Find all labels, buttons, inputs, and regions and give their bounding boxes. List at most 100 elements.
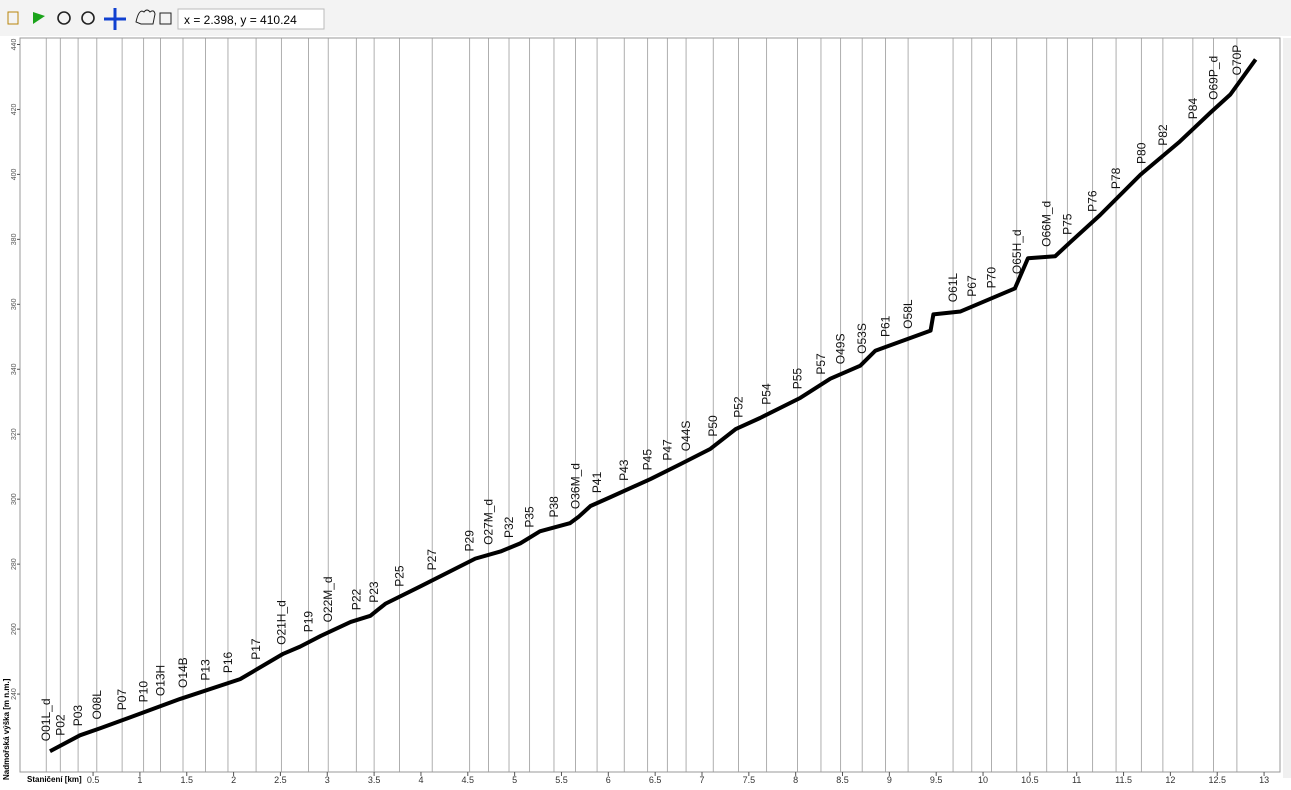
tool-zoom-in[interactable] (57, 11, 71, 25)
station-label: P67 (965, 275, 979, 297)
station-label: P03 (71, 705, 85, 727)
station-label: P55 (791, 368, 805, 390)
x-tick-label: 11.5 (1115, 775, 1132, 785)
x-tick-label: 1 (137, 775, 142, 785)
station-label: P32 (502, 516, 516, 538)
x-tick-label: 8 (793, 775, 798, 785)
station-label: P45 (641, 449, 655, 471)
scrollbar[interactable] (1283, 38, 1291, 778)
station-label: O14B (176, 657, 190, 688)
x-axis-label: Staničení [km] (27, 775, 82, 784)
station-label: P07 (115, 689, 129, 711)
x-tick-label: 4.5 (462, 775, 475, 785)
station-label: P52 (732, 396, 746, 418)
station-label: P82 (1156, 124, 1170, 146)
y-tick-label: 240 (11, 688, 18, 700)
profile-line (49, 58, 1258, 753)
station-label: O49S (834, 334, 848, 365)
x-tick-label: 5 (512, 775, 517, 785)
plot: 0.5 1 1.5 2 2.5 3 3.5 4 4.5 5 5.5 6 6.5 7 7.5 8 8.5 9 9.5 1… (11, 38, 1269, 785)
x-tick-label: 10 (978, 775, 988, 785)
station-label: P16 (221, 651, 235, 673)
station-label: O01L_d (39, 699, 53, 742)
station-label: O27M_d (481, 499, 495, 545)
x-tick-label: 12 (1165, 775, 1175, 785)
tool-hand[interactable] (135, 9, 156, 25)
station-label: P78 (1109, 167, 1123, 189)
station-label: P10 (137, 681, 151, 703)
station-label: O22M_d (321, 576, 335, 622)
station-label: O36M_d (569, 463, 583, 509)
x-tick-label: 0.5 (87, 775, 100, 785)
tool-pan[interactable] (104, 8, 126, 30)
station-label: P02 (53, 714, 67, 736)
x-tick-label: 5.5 (555, 775, 568, 785)
y-axis-label: Nadmořská výška [m n.m.] (2, 678, 11, 780)
x-tick-label: 2.5 (274, 775, 287, 785)
x-tick-label: 9.5 (930, 775, 943, 785)
tool-zoom-out[interactable] (81, 11, 95, 25)
y-tick-label: 260 (11, 623, 18, 635)
x-tick-label: 6 (606, 775, 611, 785)
station-label: P47 (660, 439, 674, 461)
plot-area (19, 37, 1281, 773)
tool-flag[interactable] (33, 12, 45, 24)
x-tick-label: 3.5 (368, 775, 381, 785)
x-tick-label: 4 (418, 775, 423, 785)
station-label: P50 (706, 415, 720, 437)
station-label: P22 (349, 589, 363, 611)
station-label: P19 (302, 611, 316, 633)
station-label: O66M_d (1040, 201, 1054, 247)
station-label: O13H (154, 665, 168, 696)
coordinates: x = 2.398, y = 410.24 (184, 13, 297, 27)
station-label: P76 (1086, 190, 1100, 212)
station-label: P70 (984, 267, 998, 289)
station-label: P17 (249, 638, 263, 660)
station-label: O70P (1230, 45, 1244, 76)
station-label: O44S (679, 421, 693, 452)
y-tick-label: 340 (11, 363, 18, 375)
y-tick-label: 320 (11, 428, 18, 440)
station-label: P84 (1186, 98, 1200, 120)
station-label: P29 (463, 530, 477, 552)
station-label: P41 (590, 471, 604, 493)
station-label: O65H_d (1010, 229, 1024, 274)
y-tick-label: 380 (11, 233, 18, 245)
station-label: P54 (760, 383, 774, 405)
station-label: O58L (901, 299, 915, 329)
station-label: O53S (855, 323, 869, 354)
x-tick-label: 11 (1072, 775, 1081, 785)
x-tick-label: 2 (231, 775, 236, 785)
x-tick-label: 7.5 (743, 775, 756, 785)
station-label: O61L (946, 273, 960, 303)
y-tick-label: 360 (11, 298, 18, 310)
x-tick-label: 13 (1259, 775, 1269, 785)
x-tick-label: 9 (887, 775, 892, 785)
station-label: P27 (425, 549, 439, 571)
station-label: P57 (814, 353, 828, 375)
y-tick-label: 280 (11, 558, 18, 570)
x-tick-label: 3 (325, 775, 330, 785)
x-tick-label: 10.5 (1021, 775, 1039, 785)
station-label: P23 (367, 581, 381, 603)
station-label: O21H_d (274, 600, 288, 645)
station-label: P75 (1060, 213, 1074, 235)
toolbar-icons (7, 8, 172, 30)
station-label: O08L (90, 690, 104, 720)
station-label: P43 (617, 459, 631, 481)
y-tick-label: 420 (11, 104, 18, 116)
station-label: P25 (392, 565, 406, 587)
tool-extent[interactable] (159, 12, 172, 25)
x-tick-label: 1.5 (180, 775, 193, 785)
station-label: O69P_d (1206, 56, 1220, 100)
coordinate-box (177, 8, 325, 30)
y-tick-label: 400 (11, 168, 18, 180)
station-label: P38 (547, 496, 561, 518)
y-tick-label: 440 (11, 39, 18, 51)
station-label: P13 (198, 659, 212, 681)
x-tick-label: 7 (699, 775, 704, 785)
tool-select[interactable] (7, 11, 19, 25)
x-tick-label: 8.5 (836, 775, 849, 785)
